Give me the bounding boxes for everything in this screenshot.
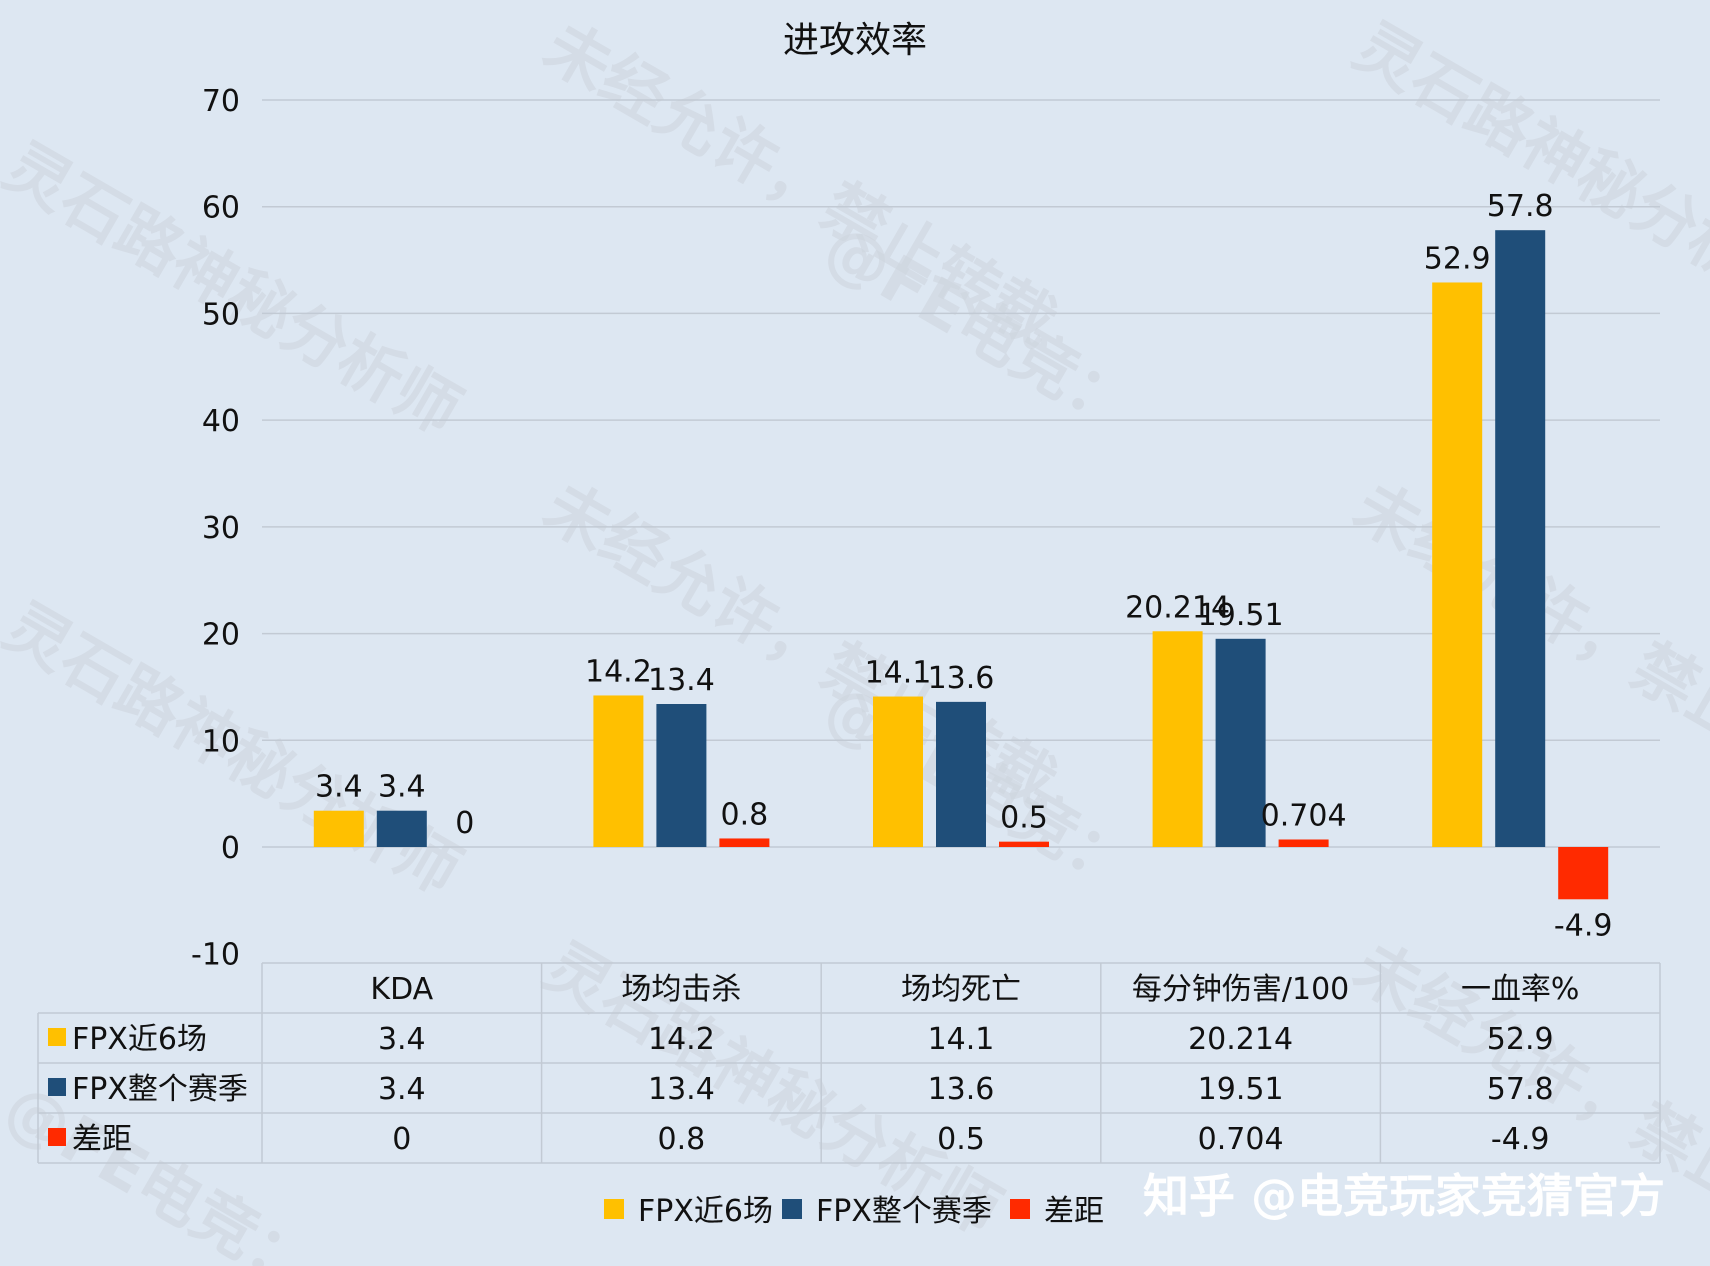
y-tick-label: 70 [202, 84, 240, 119]
table-row-label: FPX整个赛季 [72, 1072, 248, 1107]
data-label: 52.9 [1424, 241, 1491, 276]
table-header-cell: 场均击杀 [621, 972, 741, 1007]
table-cell: 19.51 [1198, 1072, 1284, 1107]
bar-1-5 [1432, 282, 1483, 847]
table-cell: 57.8 [1487, 1072, 1554, 1107]
bar-2-1 [376, 810, 427, 847]
y-tick-label: 40 [202, 404, 240, 439]
y-tick-label: 10 [202, 724, 240, 759]
bar-2-2 [656, 704, 707, 847]
table-row-label: FPX近6场 [72, 1022, 207, 1057]
bars-layer [313, 230, 1609, 900]
table-cell: 3.4 [378, 1022, 426, 1057]
bar-2-3 [936, 701, 986, 847]
watermark-text: 灵石路神秘分析师 [0, 130, 472, 450]
data-label: 13.6 [928, 661, 995, 696]
table-cell: 0 [392, 1122, 411, 1157]
data-label: 0.8 [721, 797, 769, 832]
data-label: 19.51 [1198, 598, 1284, 633]
table-cell: 14.2 [648, 1022, 715, 1057]
bar-1-1 [313, 810, 364, 847]
data-label: 14.2 [585, 654, 652, 689]
y-tick-label: 50 [202, 297, 240, 332]
legend-swatch [604, 1199, 624, 1219]
legend-swatch [1010, 1199, 1030, 1219]
data-table: KDA 场均击杀 场均死亡 每分钟伤害/100 一血率% FPX近6场 3.4 14.2 14.… [37, 962, 1661, 1164]
data-label: 3.4 [378, 770, 426, 805]
bar-1-4 [1152, 631, 1203, 847]
y-axis: 70 60 50 40 30 20 10 0 -10 [191, 84, 240, 973]
table-legend-key [48, 1028, 66, 1046]
table-cell: 0.8 [658, 1122, 706, 1157]
table-header-cell: 每分钟伤害/100 [1132, 972, 1349, 1007]
data-label: -4.9 [1554, 908, 1613, 943]
table-legend-key [48, 1128, 66, 1146]
data-label: 20.214 [1125, 590, 1230, 625]
table-header-cell: KDA [370, 972, 433, 1007]
table-cell: 14.1 [928, 1022, 995, 1057]
table-header-cell: 一血率% [1461, 972, 1580, 1007]
y-tick-label: 0 [221, 831, 240, 866]
bar-3-2 [719, 838, 770, 847]
legend-label: FPX整个赛季 [816, 1194, 992, 1229]
bar-2-4 [1215, 638, 1266, 847]
table-cell: 0.5 [937, 1122, 985, 1157]
watermark-text: @FE电竞： [812, 210, 1146, 446]
y-tick-label: 30 [202, 511, 240, 546]
y-tick-label: 20 [202, 618, 240, 653]
legend: FPX近6场 FPX整个赛季 差距 [604, 1194, 1104, 1229]
bar-1-3 [873, 696, 923, 847]
table-header-cell: 场均死亡 [901, 972, 1021, 1007]
credit-watermark: 知乎 @电竞玩家竞猜官方 [1143, 1169, 1665, 1223]
data-label: 0.704 [1261, 798, 1347, 833]
table-cell: 52.9 [1487, 1022, 1554, 1057]
table-cell: 13.6 [928, 1072, 995, 1107]
data-label: 0 [455, 806, 474, 841]
bar-3-5 [1558, 847, 1609, 900]
bar-2-5 [1495, 230, 1546, 848]
y-tick-label: -10 [191, 938, 240, 973]
bar-3-3 [999, 841, 1049, 847]
chart-title: 进攻效率 [783, 20, 927, 61]
table-cell: 20.214 [1188, 1022, 1293, 1057]
data-label: 14.1 [865, 656, 932, 691]
legend-swatch [782, 1199, 802, 1219]
bar-3-4 [1278, 839, 1329, 847]
data-label: 57.8 [1487, 189, 1554, 224]
data-labels-layer: 3.4 3.4 0 14.213.4 0.8 14.113.6 0.5 20.21419.51… [315, 189, 1613, 943]
table-legend-key [48, 1078, 66, 1096]
table-cell: 3.4 [378, 1072, 426, 1107]
table-row-label: 差距 [72, 1122, 132, 1157]
table-cell: 13.4 [648, 1072, 715, 1107]
bar-1-2 [593, 695, 644, 847]
y-tick-label: 60 [202, 191, 240, 226]
legend-label: 差距 [1044, 1194, 1104, 1229]
legend-label: FPX近6场 [638, 1194, 773, 1229]
data-label: 3.4 [315, 770, 363, 805]
table-cell: 0.704 [1198, 1122, 1284, 1157]
data-label: 13.4 [648, 663, 715, 698]
data-label: 0.5 [1000, 801, 1048, 836]
table-cell: -4.9 [1491, 1122, 1550, 1157]
